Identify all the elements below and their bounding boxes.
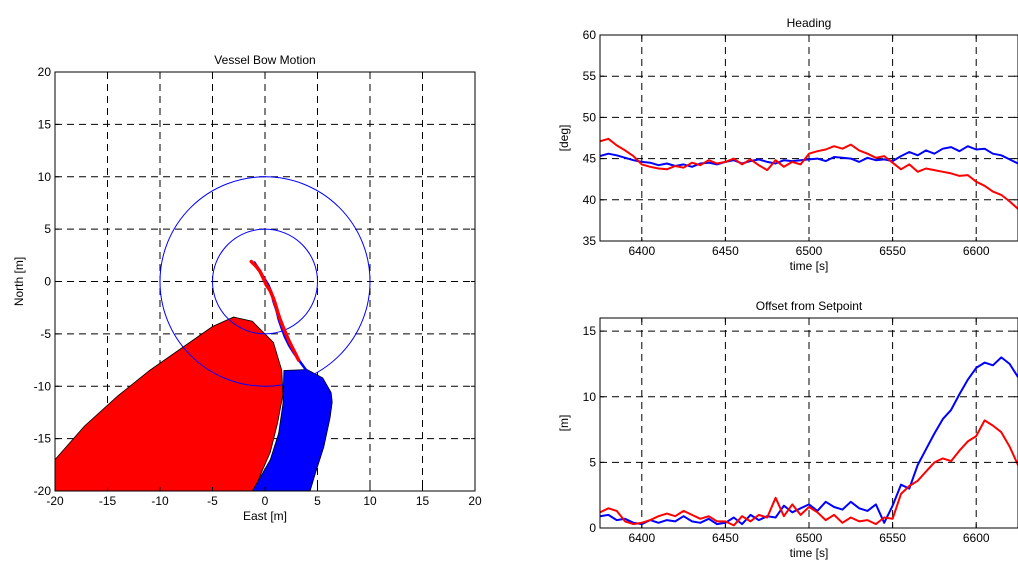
series-line-red [600,137,1018,210]
x-tick-label: 10 [363,494,377,508]
range-circle-5 [212,228,318,335]
y-tick-label: 35 [583,234,597,248]
chart-title: Vessel Bow Motion [214,53,315,67]
y-tick-label: 40 [583,193,597,207]
ticks: -20 -15 -10 -5 0 5 10 15 20 -20 -15 -10 -5 0 5 10 15 20 [34,65,482,508]
x-tick-label: -15 [99,494,117,508]
x-tick-label: 6550 [879,531,906,545]
grid [600,318,1018,528]
y-tick-label: 10 [583,390,597,404]
ticks: 6400 6450 6500 6550 6600 35 40 45 50 55 60 [583,28,1018,258]
x-tick-label: 5 [314,494,321,508]
x-axis-label: East [m] [243,509,287,523]
x-tick-label: 0 [262,494,269,508]
ticks: 6400 6450 6500 6550 6600 0 5 10 15 [583,318,1018,545]
y-tick-label: 20 [38,65,52,79]
x-axis-label: time [s] [790,259,829,273]
y-tick-label: 5 [589,455,596,469]
y-tick-label: 55 [583,69,597,83]
y-tick-label: -5 [40,327,51,341]
x-tick-label: -20 [46,494,64,508]
y-tick-label: 0 [44,275,51,289]
series-line-red [249,259,301,362]
y-axis-label: [deg] [557,125,571,152]
x-tick-label: 6500 [796,244,823,258]
x-tick-label: 6400 [628,244,655,258]
y-tick-label: 0 [589,521,596,535]
heading-chart: 6400 6450 6500 6550 6600 35 40 45 50 55 60 Heading t… [557,16,1018,273]
plot-area [600,318,1018,528]
chart-title: Offset from Setpoint [756,299,863,313]
x-tick-label: -5 [207,494,218,508]
x-tick-label: 6450 [712,244,739,258]
x-tick-label: 6500 [796,531,823,545]
x-axis-label: time [s] [790,546,829,560]
y-tick-label: -20 [34,484,52,498]
y-tick-label: 15 [583,324,597,338]
y-axis-label: [m] [557,415,571,432]
x-tick-label: 6450 [712,531,739,545]
y-tick-label: 5 [44,222,51,236]
x-tick-label: 6600 [963,531,990,545]
range-circle-10 [159,176,371,387]
y-tick-label: 45 [583,152,597,166]
plot-content [55,176,371,491]
x-tick-label: -10 [151,494,169,508]
plot-content [600,137,1018,210]
x-tick-label: 20 [468,494,482,508]
chart-title: Heading [787,16,832,30]
y-tick-label: 15 [38,117,52,131]
offset-chart: 6400 6450 6500 6550 6600 0 5 10 15 Offset from Se… [557,299,1018,560]
x-tick-label: 6550 [879,244,906,258]
series-line-red [600,419,1018,527]
y-tick-label: 60 [583,28,597,42]
x-tick-label: 6400 [628,531,655,545]
y-tick-label: 10 [38,170,52,184]
y-tick-label: -10 [34,379,52,393]
x-tick-label: 6600 [963,244,990,258]
y-axis-label: North [m] [12,257,26,306]
plot-content [600,356,1018,527]
blue-vessel-hull [251,369,333,491]
series-line-blue [600,356,1018,526]
y-tick-label: 50 [583,110,597,124]
series-line-blue [600,145,1018,168]
bow-chart: -20 -15 -10 -5 0 5 10 15 20 -20 -15 -10 -5 0 5 10 15 20 Ve… [12,53,482,523]
y-tick-label: -15 [34,432,52,446]
x-tick-label: 15 [416,494,430,508]
